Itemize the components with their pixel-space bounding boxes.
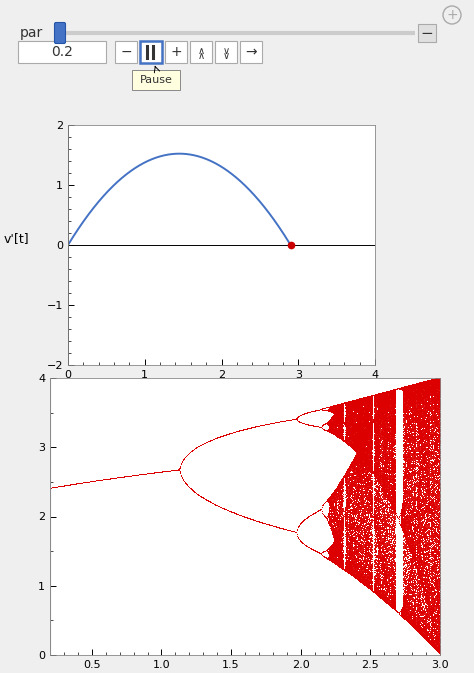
FancyBboxPatch shape bbox=[165, 41, 187, 63]
FancyBboxPatch shape bbox=[115, 41, 137, 63]
Text: ∨: ∨ bbox=[222, 51, 229, 61]
FancyBboxPatch shape bbox=[132, 70, 180, 90]
Text: ∧: ∧ bbox=[198, 46, 205, 56]
FancyBboxPatch shape bbox=[240, 41, 262, 63]
Text: +: + bbox=[446, 8, 458, 22]
Text: →: → bbox=[245, 45, 257, 59]
Y-axis label: v'[t]: v'[t] bbox=[3, 232, 29, 245]
FancyBboxPatch shape bbox=[18, 41, 106, 63]
FancyBboxPatch shape bbox=[55, 22, 65, 44]
Text: par: par bbox=[20, 26, 43, 40]
FancyBboxPatch shape bbox=[418, 24, 436, 42]
Text: −: − bbox=[120, 45, 132, 59]
Text: −: − bbox=[420, 26, 433, 40]
FancyBboxPatch shape bbox=[190, 41, 212, 63]
Text: ∨: ∨ bbox=[222, 46, 229, 56]
Text: 0.2: 0.2 bbox=[51, 45, 73, 59]
Text: ∧: ∧ bbox=[198, 51, 205, 61]
FancyBboxPatch shape bbox=[140, 41, 162, 63]
Text: Pause: Pause bbox=[139, 75, 173, 85]
FancyBboxPatch shape bbox=[215, 41, 237, 63]
Text: +: + bbox=[170, 45, 182, 59]
X-axis label: v[t]: v[t] bbox=[210, 386, 233, 398]
